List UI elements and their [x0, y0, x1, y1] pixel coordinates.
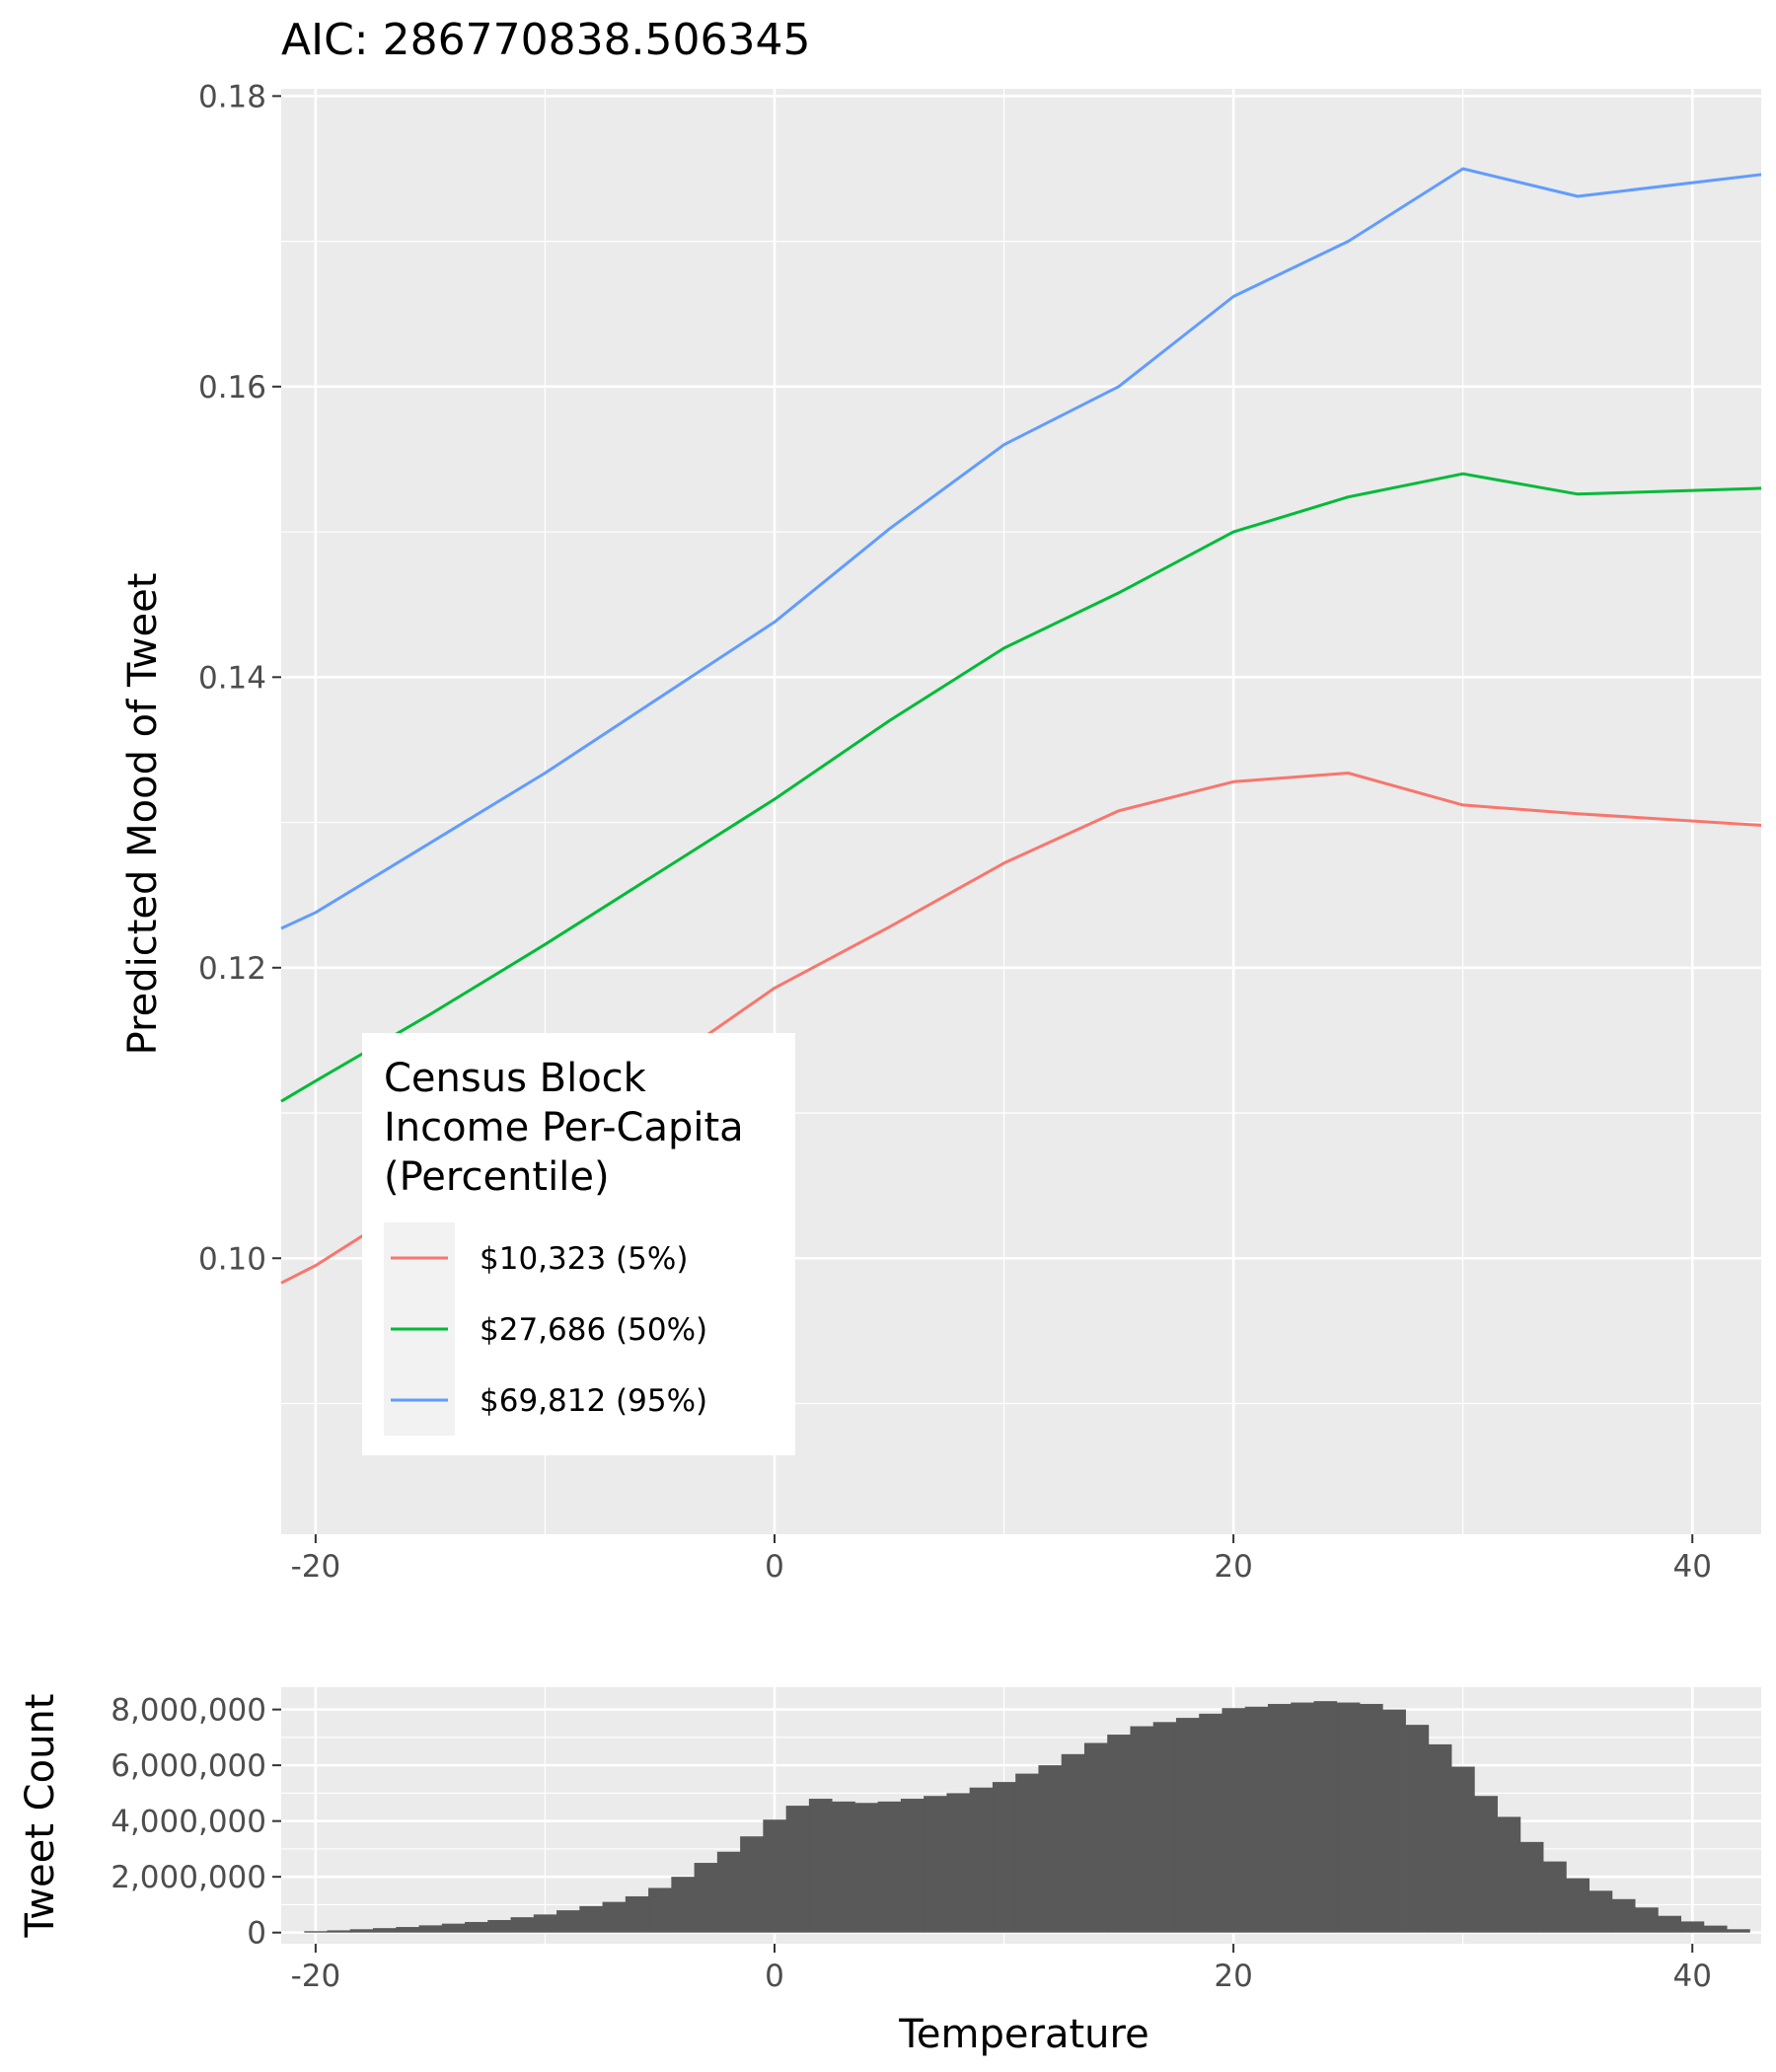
histogram-bar — [1727, 1929, 1750, 1933]
histogram-bar — [854, 1803, 879, 1933]
histogram-x-tick-label: 40 — [1673, 1959, 1712, 1994]
histogram-x-axis-title: Temperature — [898, 2012, 1148, 2057]
legend-label-1: $27,686 (50%) — [480, 1312, 707, 1348]
histogram-bar — [1543, 1861, 1567, 1933]
line-x-tick-label: 40 — [1673, 1549, 1712, 1585]
line-y-tick-label: 0.12 — [198, 951, 266, 987]
histogram-bar — [533, 1914, 557, 1933]
line-y-tick-label: 0.16 — [198, 370, 266, 406]
histogram-bar — [396, 1927, 419, 1933]
line-y-tick-label: 0.18 — [198, 79, 266, 114]
legend-title-line-1: Census Block — [384, 1056, 647, 1101]
histogram-panel-axes: 0 2,000,000 4,000,000 6,000,000 8,000,000 -20… — [111, 1693, 1712, 1994]
legend: Census Block Income Per-Capita (Percenti… — [362, 1033, 795, 1455]
histogram-bar — [1038, 1765, 1063, 1933]
line-y-tick-label: 0.14 — [198, 660, 266, 696]
histogram-bar — [1291, 1702, 1314, 1933]
histogram-bar — [1083, 1742, 1108, 1933]
legend-title-line-2: Income Per-Capita — [384, 1105, 744, 1150]
histogram-bar — [1497, 1816, 1521, 1933]
histogram-x-tick-label: -20 — [291, 1959, 341, 1994]
histogram-bar — [740, 1836, 764, 1933]
histogram-bar — [1405, 1725, 1430, 1933]
histogram-bar — [349, 1929, 374, 1933]
histogram-bar — [716, 1851, 741, 1933]
histogram-bar — [648, 1887, 672, 1933]
histogram-bar — [465, 1921, 488, 1933]
histogram-bar — [900, 1799, 925, 1933]
histogram-bar — [1589, 1890, 1613, 1933]
histogram-bar — [1360, 1703, 1383, 1933]
histogram-bar — [1221, 1708, 1246, 1933]
histogram-bar — [1107, 1735, 1131, 1933]
line-y-tick-label: 0.10 — [198, 1241, 266, 1277]
histogram-y-tick-label: 0 — [247, 1916, 266, 1952]
histogram-bar — [1152, 1722, 1177, 1933]
histogram-bar — [1703, 1925, 1728, 1933]
line-x-tick-label: -20 — [291, 1549, 341, 1585]
histogram-bar — [1199, 1713, 1222, 1933]
histogram-bar — [625, 1895, 649, 1933]
histogram-bar — [1175, 1718, 1200, 1933]
histogram-bar — [785, 1806, 810, 1933]
histogram-bar — [1635, 1907, 1659, 1933]
histogram-bar — [556, 1910, 580, 1933]
histogram-bar — [510, 1917, 535, 1933]
histogram-bar — [1428, 1743, 1452, 1933]
histogram-bar — [969, 1787, 994, 1933]
histogram-bar — [418, 1925, 443, 1933]
histogram-y-tick-label: 2,000,000 — [111, 1860, 266, 1895]
histogram-bar — [992, 1782, 1016, 1933]
histogram-bar — [1566, 1878, 1590, 1933]
histogram-bar — [304, 1931, 328, 1933]
histogram-bar — [832, 1801, 855, 1933]
chart-title: AIC: 286770838.506345 — [281, 15, 811, 65]
histogram-bar — [373, 1928, 397, 1933]
histogram-bar — [1244, 1706, 1269, 1933]
histogram-bar — [579, 1905, 603, 1933]
line-x-tick-label: 0 — [765, 1549, 784, 1585]
histogram-bar — [327, 1930, 351, 1933]
histogram-bar — [1268, 1703, 1292, 1933]
histogram-bar — [1313, 1701, 1338, 1933]
line-y-axis-title: Predicted Mood of Tweet — [120, 573, 166, 1056]
histogram-bar — [946, 1793, 971, 1933]
histogram-bar — [808, 1799, 833, 1933]
histogram-bar — [924, 1796, 947, 1933]
histogram-bar — [1451, 1766, 1475, 1933]
line-x-tick-label: 20 — [1214, 1549, 1252, 1585]
histogram-bar — [1382, 1709, 1406, 1933]
histogram-bar — [1680, 1921, 1705, 1933]
histogram-bar — [487, 1919, 511, 1933]
histogram-bar — [1474, 1796, 1498, 1933]
series-line-1 — [280, 472, 1762, 1103]
histogram-y-axis-title: Tweet Count — [18, 1694, 63, 1939]
series-line-2 — [280, 167, 1762, 930]
histogram-bar — [763, 1819, 787, 1933]
histogram-bar — [1611, 1898, 1636, 1933]
histogram-bar — [1336, 1702, 1361, 1933]
histogram-y-tick-label: 8,000,000 — [111, 1693, 266, 1729]
legend-keys: $10,323 (5%) $27,686 (50%) $69,812 (95%) — [384, 1222, 707, 1436]
histogram-x-tick-label: 0 — [765, 1959, 784, 1994]
histogram-bar — [877, 1801, 902, 1933]
legend-label-0: $10,323 (5%) — [480, 1241, 688, 1277]
histogram-bar — [1061, 1753, 1085, 1933]
histogram-bars — [304, 1701, 1750, 1933]
line-panel-axes: 0.10 0.12 0.14 0.16 0.18 -20 0 20 40 — [198, 79, 1712, 1585]
histogram-x-tick-label: 20 — [1214, 1959, 1252, 1994]
legend-title-line-3: (Percentile) — [384, 1154, 610, 1200]
histogram-bar — [671, 1877, 696, 1933]
histogram-bar — [1519, 1841, 1544, 1933]
histogram-bar — [694, 1863, 718, 1933]
legend-label-2: $69,812 (95%) — [480, 1383, 707, 1419]
histogram-bar — [441, 1923, 466, 1933]
histogram-bar — [602, 1901, 627, 1933]
histogram-bar — [1015, 1773, 1039, 1933]
histogram-bar — [1658, 1915, 1682, 1933]
histogram-bar — [1130, 1726, 1154, 1933]
histogram-y-tick-label: 6,000,000 — [111, 1748, 266, 1784]
histogram-y-tick-label: 4,000,000 — [111, 1805, 266, 1840]
